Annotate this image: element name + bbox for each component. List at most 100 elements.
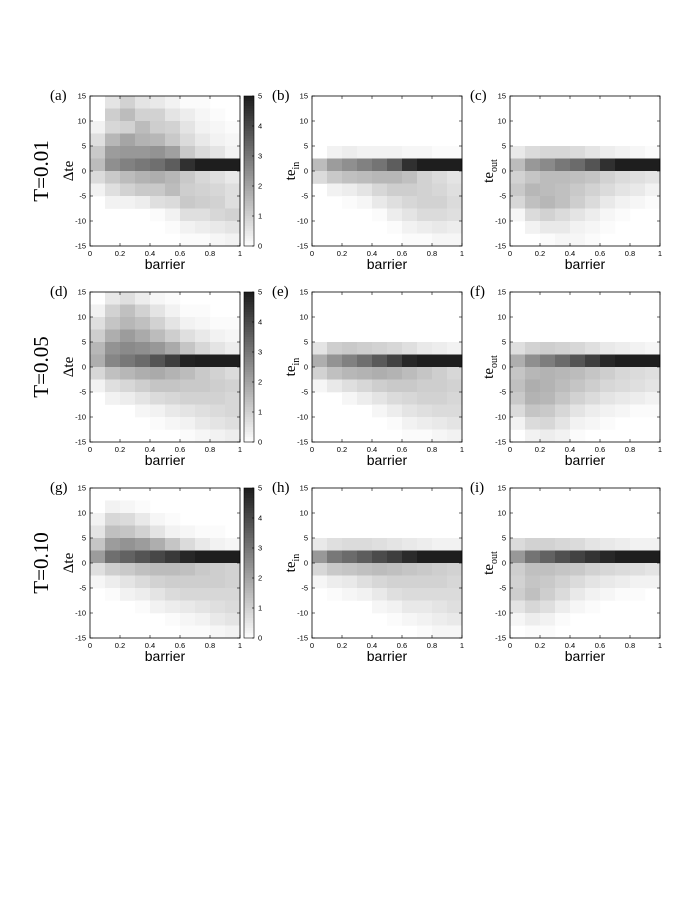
- heat-cell: [180, 108, 196, 122]
- heat-cell: [135, 575, 151, 589]
- heat-cell: [585, 196, 601, 209]
- heat-cell: [150, 171, 166, 184]
- x-tick-label: 1: [658, 445, 662, 454]
- heat-cell: [630, 367, 646, 380]
- heat-cell: [540, 625, 556, 639]
- heat-cell: [357, 379, 373, 393]
- heat-cell: [165, 292, 181, 305]
- colorbar-step: [244, 231, 254, 234]
- heat-cell: [327, 367, 343, 380]
- heat-cell: [447, 379, 463, 393]
- heat-cell: [525, 158, 541, 172]
- heat-cell: [417, 233, 433, 247]
- colorbar-step: [244, 578, 254, 581]
- x-tick-label: 0.6: [595, 641, 605, 650]
- heat-cell: [630, 183, 646, 197]
- y-axis-label-sub: in: [291, 162, 302, 170]
- colorbar-step: [244, 297, 254, 300]
- heat-cell: [555, 563, 571, 576]
- x-tick-label: 0: [508, 445, 512, 454]
- heat-cell: [447, 221, 463, 234]
- y-tick-label: 0: [502, 559, 506, 568]
- x-tick-label: 0.2: [337, 641, 347, 650]
- heat-cell: [120, 329, 136, 343]
- colorbar-step: [244, 113, 254, 117]
- heat-cell: [510, 171, 526, 184]
- heat-cell: [570, 221, 586, 234]
- y-tick-label: -15: [75, 438, 86, 447]
- heat-cell: [525, 563, 541, 576]
- heat-cell: [387, 354, 403, 368]
- heat-cell: [150, 367, 166, 380]
- heat-cell: [357, 588, 373, 601]
- heat-cell: [387, 158, 403, 172]
- heat-cell: [180, 354, 196, 368]
- heat-cell: [510, 367, 526, 380]
- heat-cell: [402, 158, 418, 172]
- heat-cell: [357, 146, 373, 159]
- panel-tag: (f): [470, 284, 485, 300]
- heat-cell: [555, 588, 571, 601]
- y-tick-label: -10: [495, 217, 506, 226]
- heat-cell: [180, 367, 196, 380]
- heat-cell: [432, 342, 448, 355]
- heat-cell: [447, 404, 463, 418]
- heat-cell: [165, 354, 181, 368]
- colorbar-step: [244, 118, 254, 122]
- colorbar-step: [244, 555, 254, 559]
- heat-cell: [525, 171, 541, 184]
- heat-cell: [540, 613, 556, 626]
- heat-cell: [342, 183, 358, 197]
- colorbar-step: [244, 362, 254, 365]
- colorbar-step: [244, 309, 254, 313]
- heat-cell: [105, 158, 121, 172]
- y-tick-label: 15: [498, 92, 506, 101]
- x-axis-label: barrier: [565, 452, 606, 468]
- colorbar-step: [244, 128, 254, 132]
- colorbar-step: [244, 570, 254, 574]
- heat-cell: [357, 538, 373, 551]
- colorbar-step: [244, 550, 254, 554]
- x-axis-label: barrier: [145, 648, 186, 664]
- heat-cell: [210, 108, 226, 122]
- heat-cell: [402, 538, 418, 551]
- heat-cell: [180, 233, 196, 247]
- colorbar-step: [244, 374, 254, 378]
- heat-cell: [432, 613, 448, 626]
- heat-cell: [525, 429, 541, 443]
- y-tick-label: -5: [499, 192, 506, 201]
- heat-cell: [645, 342, 661, 355]
- heat-cell: [615, 158, 631, 172]
- heat-cell: [525, 354, 541, 368]
- heat-cell: [432, 379, 448, 393]
- heat-cell: [447, 158, 463, 172]
- heat-cell: [90, 183, 106, 197]
- y-tick-label: 15: [300, 288, 308, 297]
- heat-cell: [195, 304, 211, 318]
- heat-cell: [630, 342, 646, 355]
- colorbar-step: [244, 319, 254, 323]
- colorbar-step: [244, 221, 254, 224]
- heat-cell: [402, 354, 418, 368]
- heat-cell: [105, 342, 121, 355]
- heat-cell: [510, 575, 526, 589]
- x-tick-label: 0.8: [427, 445, 437, 454]
- colorbar-tick-label: 4: [258, 514, 262, 523]
- heat-cell: [417, 183, 433, 197]
- heat-cell: [150, 208, 166, 222]
- panel-tag: (g): [50, 480, 68, 496]
- x-tick-label: 1: [238, 249, 242, 258]
- heat-cell: [447, 613, 463, 626]
- heat-cell: [342, 538, 358, 551]
- heat-cell: [225, 146, 241, 159]
- x-tick-label: 0: [310, 641, 314, 650]
- heat-cell: [372, 158, 388, 172]
- colorbar-step: [244, 216, 254, 219]
- x-tick-label: 0.4: [367, 249, 377, 258]
- heat-cell: [120, 292, 136, 305]
- heat-cell: [90, 538, 106, 551]
- y-tick-label: 0: [304, 363, 308, 372]
- heat-cell: [327, 183, 343, 197]
- heat-cell: [180, 575, 196, 589]
